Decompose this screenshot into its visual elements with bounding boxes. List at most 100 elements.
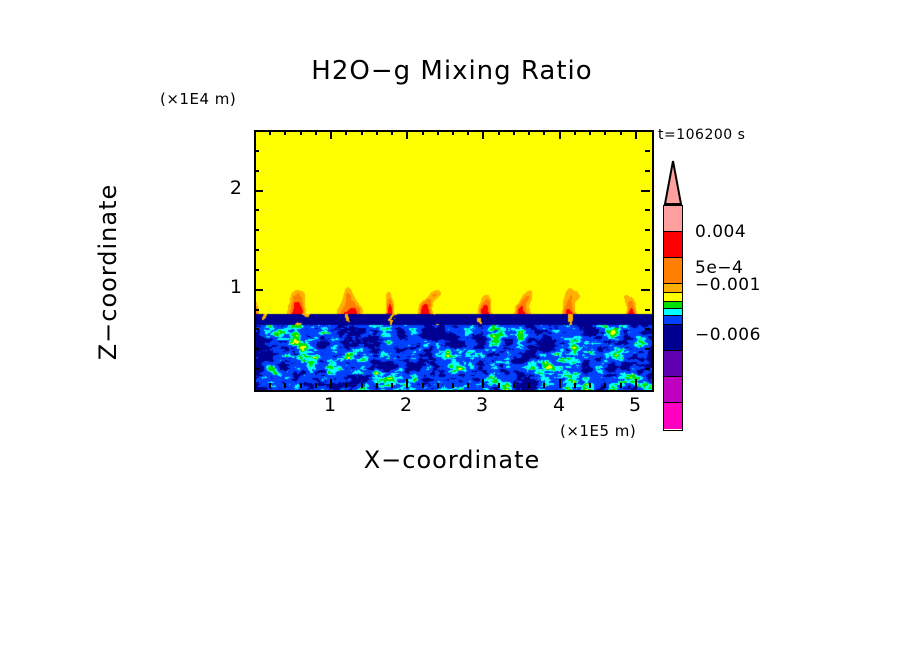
colorbar-over-range-arrow-icon <box>663 160 683 205</box>
x-major-tick <box>406 379 408 388</box>
x-minor-tick-top <box>269 130 271 135</box>
y-minor-tick-right <box>645 249 650 251</box>
colorbar-band-amber <box>664 284 682 293</box>
x-minor-tick-top <box>467 130 469 135</box>
x-minor-tick <box>422 383 424 388</box>
x-major-tick-top <box>635 130 637 139</box>
y-minor-tick-right <box>645 150 650 152</box>
x-minor-tick-top <box>589 130 591 135</box>
y-minor-tick <box>254 249 259 251</box>
x-minor-tick-top <box>498 130 500 135</box>
x-minor-tick <box>498 383 500 388</box>
colorbar-band-orange <box>664 258 682 284</box>
y-minor-tick-right <box>645 209 650 211</box>
y-minor-tick <box>254 229 259 231</box>
y-minor-tick <box>254 170 259 172</box>
x-minor-tick-top <box>452 130 454 135</box>
y-major-tick <box>254 289 263 291</box>
colorbar-band-purple <box>664 351 682 377</box>
colorbar-band-pink <box>664 206 682 232</box>
x-major-tick <box>330 379 332 388</box>
colorbar-band-yellow <box>664 293 682 302</box>
x-minor-tick-top <box>528 130 530 135</box>
contour-field-canvas <box>256 132 652 390</box>
colorbar-band-magenta <box>664 403 682 429</box>
y-minor-tick-right <box>645 309 650 311</box>
timestamp-annotation: t=106200 s <box>658 127 746 143</box>
x-minor-tick <box>376 383 378 388</box>
x-minor-tick-top <box>422 130 424 135</box>
x-minor-tick <box>467 383 469 388</box>
x-minor-tick <box>284 383 286 388</box>
x-minor-tick <box>315 383 317 388</box>
x-tick-label: 3 <box>475 394 489 416</box>
x-minor-tick <box>528 383 530 388</box>
y-major-tick-right <box>641 190 650 192</box>
x-major-tick-top <box>482 130 484 139</box>
x-tick-label: 4 <box>552 394 566 416</box>
colorbar-label-0: 0.004 <box>695 222 747 242</box>
y-minor-tick-right <box>645 269 650 271</box>
y-minor-tick-right <box>645 229 650 231</box>
x-minor-tick-top <box>315 130 317 135</box>
y-tick-label: 2 <box>229 177 242 199</box>
x-minor-tick-top <box>300 130 302 135</box>
colorbar-band-navy <box>664 325 682 351</box>
x-minor-tick-top <box>361 130 363 135</box>
page-title: H2O−g Mixing Ratio <box>311 56 593 86</box>
x-minor-tick-top <box>391 130 393 135</box>
x-minor-tick-top <box>620 130 622 135</box>
colorbar-band-red <box>664 232 682 258</box>
colorbar-strip <box>663 205 683 431</box>
colorbar-band-cyan <box>664 309 682 316</box>
x-minor-tick <box>391 383 393 388</box>
x-minor-tick <box>437 383 439 388</box>
x-minor-tick <box>300 383 302 388</box>
y-minor-tick-right <box>645 170 650 172</box>
x-minor-tick-top <box>376 130 378 135</box>
x-minor-tick-top <box>284 130 286 135</box>
y-axis-title: Z−coordinate <box>94 183 122 361</box>
y-minor-tick-right <box>645 328 650 330</box>
x-major-tick-top <box>559 130 561 139</box>
x-minor-tick <box>604 383 606 388</box>
colorbar-label-2: −0.001 <box>695 275 761 295</box>
y-major-tick-right <box>641 289 650 291</box>
x-minor-tick-top <box>345 130 347 135</box>
y-axis-units-label: (×1E4 m) <box>160 90 237 108</box>
y-minor-tick <box>254 309 259 311</box>
colorbar-label-1: 5e−4 <box>695 258 744 278</box>
y-minor-tick <box>254 368 259 370</box>
x-minor-tick-top <box>513 130 515 135</box>
colorbar-band-magenta-purple <box>664 377 682 403</box>
x-minor-tick <box>543 383 545 388</box>
x-minor-tick-top <box>543 130 545 135</box>
y-minor-tick <box>254 209 259 211</box>
x-tick-label: 1 <box>323 394 337 416</box>
y-minor-tick-right <box>645 348 650 350</box>
y-major-tick <box>254 190 263 192</box>
x-tick-label: 5 <box>628 394 642 416</box>
x-axis-units-label: (×1E5 m) <box>560 422 637 440</box>
x-minor-tick-top <box>574 130 576 135</box>
colorbar-band-green <box>664 302 682 309</box>
x-minor-tick <box>269 383 271 388</box>
x-minor-tick-top <box>604 130 606 135</box>
contour-plot-area <box>254 130 654 392</box>
x-minor-tick <box>589 383 591 388</box>
y-minor-tick <box>254 150 259 152</box>
x-minor-tick <box>345 383 347 388</box>
x-minor-tick <box>452 383 454 388</box>
colorbar-label-3: −0.006 <box>695 325 761 345</box>
y-minor-tick <box>254 328 259 330</box>
x-minor-tick <box>361 383 363 388</box>
x-major-tick <box>482 379 484 388</box>
y-tick-label: 1 <box>229 276 242 298</box>
x-minor-tick <box>620 383 622 388</box>
y-minor-tick <box>254 348 259 350</box>
x-minor-tick <box>513 383 515 388</box>
x-major-tick-top <box>406 130 408 139</box>
x-minor-tick <box>574 383 576 388</box>
y-minor-tick-right <box>645 368 650 370</box>
x-axis-title: X−coordinate <box>363 446 541 474</box>
